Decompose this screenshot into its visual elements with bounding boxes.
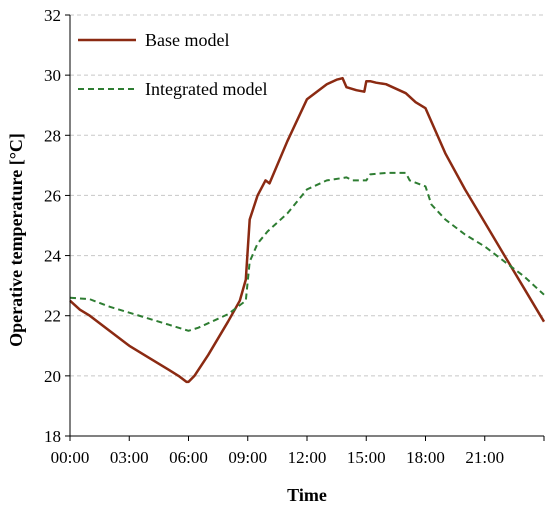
legend: Base model Integrated model	[78, 30, 267, 99]
y-tick-label: 22	[44, 307, 61, 326]
y-tick-label: 18	[44, 427, 61, 446]
y-tick-label: 28	[44, 126, 61, 145]
series-line-integrated-model	[69, 171, 545, 332]
y-tick-label: 20	[44, 367, 61, 386]
x-tick-label: 15:00	[347, 448, 386, 467]
tick-labels: 18 20 22 24 26 28 30 32 00:00 03:00 06:00 09:00 12:0…	[44, 6, 504, 467]
y-tick-label: 24	[44, 247, 62, 266]
series-line-base-model	[69, 76, 546, 384]
x-tick-label: 09:00	[228, 448, 267, 467]
legend-label-integrated-model: Integrated model	[145, 79, 267, 99]
x-tick-label: 12:00	[288, 448, 327, 467]
legend-label-base-model: Base model	[145, 30, 229, 50]
x-tick-label: 03:00	[110, 448, 149, 467]
y-axis-title: Operative temperature [°C]	[6, 133, 26, 347]
x-tick-label: 06:00	[169, 448, 208, 467]
gridlines	[70, 14, 544, 377]
x-tick-label: 21:00	[465, 448, 504, 467]
y-tick-label: 32	[44, 6, 61, 25]
x-tick-label: 00:00	[51, 448, 90, 467]
axes	[65, 14, 545, 441]
y-tick-label: 30	[44, 66, 61, 85]
y-tick-label: 26	[44, 186, 61, 205]
x-axis-title: Time	[287, 485, 327, 505]
x-tick-label: 18:00	[406, 448, 445, 467]
series-lines	[69, 76, 546, 384]
